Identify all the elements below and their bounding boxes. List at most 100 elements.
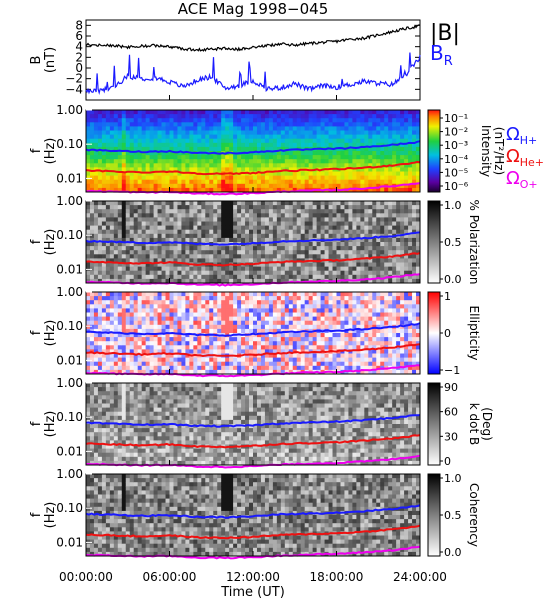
heatmap-cell bbox=[412, 274, 417, 280]
heatmap-cell bbox=[201, 304, 206, 309]
heatmap-cell bbox=[93, 225, 99, 231]
f-y-tick-label: 0.10 bbox=[56, 228, 83, 242]
heatmap-cell bbox=[292, 312, 298, 317]
heatmap-cell bbox=[328, 151, 333, 156]
heatmap-cell bbox=[189, 237, 194, 243]
heatmap-cell bbox=[121, 217, 127, 222]
heatmap-cell bbox=[364, 205, 369, 210]
heatmap-cell bbox=[185, 114, 190, 119]
heatmap-cell bbox=[117, 246, 123, 251]
heatmap-cell bbox=[93, 266, 99, 272]
heatmap-cell bbox=[360, 225, 365, 231]
heatmap-cell bbox=[125, 246, 131, 251]
heatmap-cell bbox=[344, 308, 349, 313]
heatmap-cell bbox=[368, 369, 373, 375]
heatmap-cell bbox=[161, 110, 166, 115]
heatmap-cell bbox=[404, 114, 409, 119]
heatmap-cell bbox=[268, 292, 274, 297]
heatmap-cell bbox=[173, 296, 178, 301]
heatmap-cell bbox=[344, 229, 349, 235]
heatmap-cell bbox=[332, 262, 337, 267]
heatmap-cell bbox=[213, 126, 218, 131]
heatmap-cell bbox=[173, 229, 178, 235]
heatmap-cell bbox=[117, 205, 123, 210]
heatmap-cell bbox=[356, 328, 361, 334]
heatmap-cell bbox=[101, 296, 107, 301]
heatmap-cell bbox=[109, 167, 115, 172]
spectral-panels: 1.000.100.01f (Hz)10⁻¹10⁻²10⁻³10⁻⁴10⁻⁵10⁻… bbox=[29, 95, 506, 560]
heatmap-cell bbox=[217, 320, 222, 326]
heatmap-cell bbox=[288, 167, 294, 172]
heatmap-cell bbox=[245, 118, 250, 123]
heatmap-cell bbox=[213, 324, 218, 330]
heatmap-cell bbox=[97, 242, 103, 247]
heatmap-cell bbox=[245, 229, 250, 235]
heatmap-cell bbox=[181, 134, 186, 140]
heatmap-cell bbox=[237, 337, 242, 342]
heatmap-cell bbox=[133, 130, 139, 135]
heatmap-cell bbox=[241, 292, 246, 297]
heatmap-cell bbox=[201, 183, 206, 189]
heatmap-cell bbox=[189, 229, 194, 235]
heatmap-cell bbox=[97, 110, 103, 115]
heatmap-cell bbox=[86, 278, 91, 284]
heatmap-cell bbox=[101, 175, 107, 181]
heatmap-cell bbox=[109, 213, 115, 218]
heatmap-cell bbox=[201, 312, 206, 317]
heatmap-cell bbox=[145, 262, 151, 267]
heatmap-cell bbox=[125, 357, 131, 363]
heatmap-cell bbox=[256, 225, 262, 231]
heatmap-cell bbox=[296, 155, 302, 160]
heatmap-cell bbox=[177, 274, 182, 280]
heatmap-cell bbox=[173, 353, 178, 358]
heatmap-cell bbox=[356, 217, 361, 222]
heatmap-cell bbox=[241, 118, 246, 123]
heatmap-cell bbox=[364, 225, 369, 231]
heatmap-cell bbox=[117, 357, 123, 363]
heatmap-cell bbox=[384, 151, 389, 156]
heatmap-cell bbox=[161, 126, 166, 131]
heatmap-cell bbox=[117, 221, 123, 226]
heatmap-cell bbox=[280, 171, 286, 176]
heatmap-cell bbox=[360, 118, 365, 123]
heatmap-cell bbox=[185, 142, 190, 148]
heatmap-cell bbox=[328, 159, 333, 164]
heatmap-cell bbox=[153, 328, 158, 334]
heatmap-cell bbox=[105, 138, 111, 144]
heatmap-cell bbox=[268, 266, 274, 272]
heatmap-cell bbox=[157, 142, 162, 148]
heatmap-cell bbox=[388, 357, 393, 363]
heatmap-cell bbox=[185, 213, 190, 218]
heatmap-cell bbox=[253, 155, 258, 160]
heatmap-cell bbox=[253, 254, 258, 259]
heatmap-cell bbox=[380, 151, 385, 156]
heatmap-cell bbox=[245, 122, 250, 127]
heatmap-cell bbox=[268, 296, 274, 301]
heatmap-cell bbox=[312, 292, 318, 297]
heatmap-cell bbox=[336, 179, 341, 185]
heatmap-cell bbox=[177, 179, 182, 185]
heatmap-cell bbox=[400, 258, 405, 263]
heatmap-cell bbox=[205, 250, 210, 255]
heatmap-cell bbox=[93, 341, 99, 346]
heatmap-cell bbox=[105, 126, 111, 131]
heatmap-cell bbox=[205, 114, 210, 119]
heatmap-cell bbox=[177, 278, 182, 284]
heatmap-cell bbox=[340, 296, 345, 301]
heatmap-cell bbox=[400, 151, 405, 156]
heatmap-cell bbox=[412, 183, 417, 189]
heatmap-cell bbox=[153, 155, 158, 160]
heatmap-cell bbox=[340, 142, 345, 148]
heatmap-cell bbox=[225, 229, 230, 235]
heatmap-cell bbox=[288, 187, 294, 193]
heatmap-cell bbox=[368, 118, 373, 123]
heatmap-cell bbox=[332, 118, 337, 123]
heatmap-cell bbox=[217, 304, 222, 309]
heatmap-cell bbox=[153, 187, 158, 193]
heatmap-cell bbox=[292, 274, 298, 280]
heatmap-cell bbox=[412, 254, 417, 259]
heatmap-cell bbox=[185, 274, 190, 280]
heatmap-cell bbox=[396, 122, 401, 127]
heatmap-cell bbox=[185, 308, 190, 313]
heatmap-cell bbox=[352, 114, 357, 119]
